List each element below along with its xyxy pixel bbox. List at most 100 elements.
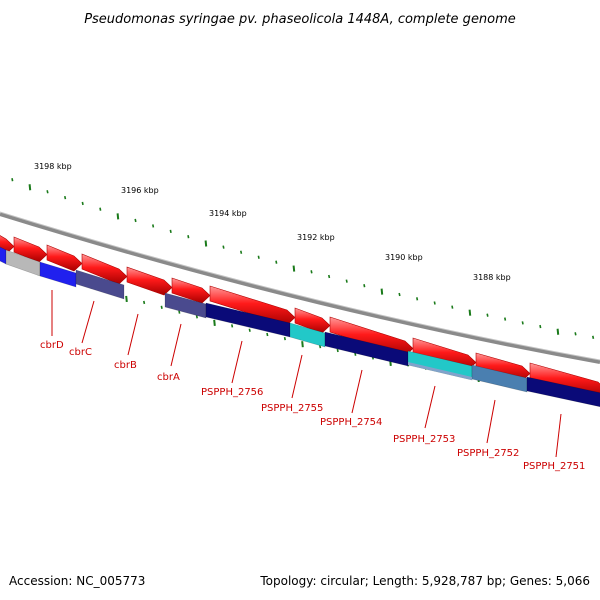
major-tick xyxy=(204,240,208,247)
minor-tick xyxy=(416,297,419,301)
minor-tick xyxy=(81,201,84,206)
gene-label-PSPPH_2754[interactable]: PSPPH_2754 xyxy=(320,417,382,428)
forward-gene-2[interactable] xyxy=(13,236,48,263)
minor-tick xyxy=(275,260,278,264)
major-tick xyxy=(380,288,384,295)
major-tick xyxy=(301,341,304,348)
minor-tick xyxy=(319,344,322,349)
accession-text: Accession: NC_005773 xyxy=(9,574,146,588)
minor-tick xyxy=(169,229,172,234)
reverse-gene-8[interactable] xyxy=(324,331,409,367)
leader-line-cbrC xyxy=(81,300,95,344)
minor-tick xyxy=(336,348,339,353)
gene-label-PSPPH_2756[interactable]: PSPPH_2756 xyxy=(201,387,263,398)
gene-label-PSPPH_2755[interactable]: PSPPH_2755 xyxy=(261,403,323,414)
gene-label-cbrC[interactable]: cbrC xyxy=(69,347,92,358)
minor-tick xyxy=(328,274,331,279)
minor-tick xyxy=(240,250,243,254)
leader-line-PSPPH_2751 xyxy=(555,413,562,458)
leader-line-PSPPH_2755 xyxy=(291,354,303,399)
minor-tick xyxy=(521,321,524,325)
genome-backbone xyxy=(0,211,600,364)
tick-label-3: 3194 kbp xyxy=(209,209,247,218)
minor-tick xyxy=(64,195,67,200)
minor-tick xyxy=(345,279,348,283)
reverse-gene-10[interactable] xyxy=(471,364,528,393)
minor-tick xyxy=(266,332,269,337)
leader-line-PSPPH_2753 xyxy=(424,385,436,429)
minor-tick xyxy=(195,315,198,319)
backbone-highlight xyxy=(0,211,600,361)
minor-tick xyxy=(433,301,436,305)
gene-label-cbrD[interactable]: cbrD xyxy=(40,340,64,351)
reverse-gene-3[interactable] xyxy=(39,261,77,288)
minor-tick xyxy=(398,292,401,297)
major-tick xyxy=(116,213,120,220)
minor-tick xyxy=(178,310,181,314)
tick-label-4: 3192 kbp xyxy=(297,233,335,242)
minor-tick xyxy=(222,245,225,249)
tick-label-2: 3196 kbp xyxy=(121,186,159,195)
reverse-gene-5[interactable] xyxy=(164,292,207,319)
major-tick xyxy=(213,319,216,326)
major-tick xyxy=(468,309,472,316)
gene-label-cbrB[interactable]: cbrB xyxy=(114,360,137,371)
minor-tick xyxy=(11,178,14,182)
leader-line-PSPPH_2754 xyxy=(351,369,363,414)
gene-label-leaders xyxy=(51,290,562,458)
minor-tick xyxy=(134,218,137,223)
forward-gene-8[interactable] xyxy=(294,307,331,334)
minor-tick xyxy=(248,328,251,332)
gene-label-PSPPH_2753[interactable]: PSPPH_2753 xyxy=(393,434,455,445)
minor-tick xyxy=(310,270,313,274)
forward-gene-5[interactable] xyxy=(126,266,173,296)
minor-tick xyxy=(363,284,366,288)
gene-labels: cbrD cbrC cbrB cbrA PSPPH_2756 PSPPH_2755 PSPP… xyxy=(40,340,585,472)
gene-label-PSPPH_2752[interactable]: PSPPH_2752 xyxy=(457,448,519,459)
minor-tick xyxy=(143,300,146,305)
reverse-gene-4[interactable] xyxy=(75,269,125,300)
minor-tick xyxy=(160,305,163,309)
forward-gene-12[interactable] xyxy=(529,362,600,398)
topology-text: Topology: circular; Length: 5,928,787 bp… xyxy=(260,574,590,588)
forward-gene-11[interactable] xyxy=(475,352,531,382)
forward-gene-3[interactable] xyxy=(46,244,83,272)
minor-tick xyxy=(539,324,542,329)
minor-tick xyxy=(187,235,190,239)
leader-line-cbrB xyxy=(127,313,139,356)
minor-tick xyxy=(257,255,260,259)
minor-tick xyxy=(152,224,155,228)
major-tick xyxy=(556,328,560,335)
minor-tick xyxy=(592,335,595,339)
major-tick xyxy=(125,295,128,303)
backbone-arc xyxy=(0,212,600,364)
major-tick xyxy=(292,265,296,272)
major-tick xyxy=(28,184,32,191)
forward-gene-4[interactable] xyxy=(81,253,128,285)
leader-line-PSPPH_2752 xyxy=(486,399,496,444)
forward-gene-6[interactable] xyxy=(171,277,211,304)
minor-tick xyxy=(46,190,49,194)
tick-label-5: 3190 kbp xyxy=(385,253,423,262)
tick-label-6: 3188 kbp xyxy=(473,273,511,282)
minor-tick xyxy=(504,317,507,321)
reverse-gene-stripe xyxy=(408,362,472,380)
reverse-gene-11[interactable] xyxy=(526,376,600,408)
minor-tick xyxy=(231,324,234,328)
minor-tick xyxy=(451,305,454,309)
minor-tick xyxy=(574,332,577,336)
reverse-strand-genes[interactable] xyxy=(0,245,600,408)
minor-tick xyxy=(99,207,102,211)
leader-line-PSPPH_2756 xyxy=(231,340,243,384)
map-title: Pseudomonas syringae pv. phaseolicola 14… xyxy=(84,12,516,27)
gene-label-PSPPH_2751[interactable]: PSPPH_2751 xyxy=(523,461,585,472)
tick-label-1: 3198 kbp xyxy=(34,162,72,171)
reverse-gene-7[interactable] xyxy=(289,322,326,348)
minor-tick xyxy=(283,336,286,341)
gene-label-cbrA[interactable]: cbrA xyxy=(157,372,180,383)
kbp-tick-labels: 3198 kbp 3196 kbp 3194 kbp 3192 kbp 3190 kbp… xyxy=(34,162,511,282)
forward-gene-7[interactable] xyxy=(209,285,296,326)
forward-strand-genes[interactable] xyxy=(0,232,600,398)
minor-tick xyxy=(486,313,489,317)
